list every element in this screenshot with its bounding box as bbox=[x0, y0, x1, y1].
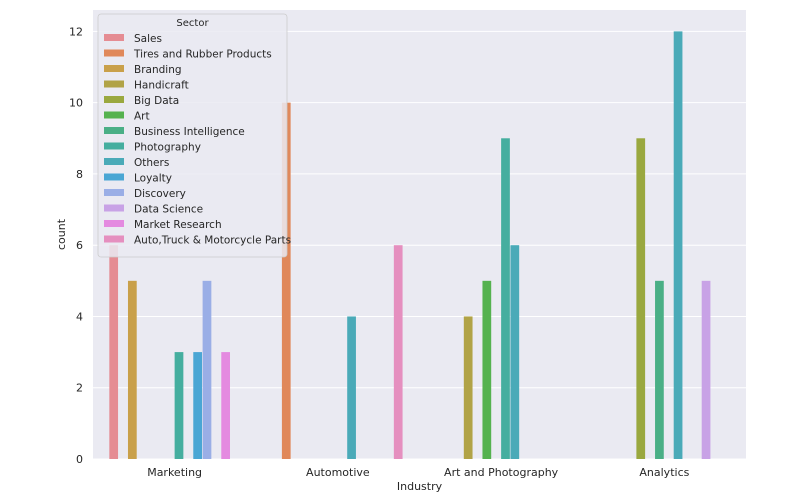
legend-title: Sector bbox=[176, 18, 209, 29]
legend-swatch bbox=[104, 80, 124, 88]
legend-swatch bbox=[104, 220, 124, 227]
bar bbox=[174, 352, 184, 459]
legend-label: Business Intelligence bbox=[134, 126, 245, 138]
legend-swatch bbox=[104, 127, 124, 134]
y-tick-label: 12 bbox=[69, 25, 83, 38]
legend: Sector Sales Tires and Rubber Products Bra… bbox=[97, 13, 291, 258]
legend-swatch bbox=[104, 173, 124, 181]
legend-label: Art bbox=[134, 111, 150, 123]
legend-swatch bbox=[104, 158, 124, 165]
legend-label: Tires and Rubber Products bbox=[133, 49, 272, 61]
bar bbox=[655, 280, 664, 459]
y-tick-label: 2 bbox=[76, 382, 83, 395]
y-axis-ticks: 0 2 4 6 8 10 12 bbox=[69, 25, 83, 466]
bars bbox=[109, 31, 711, 460]
bar bbox=[510, 245, 520, 459]
legend-box bbox=[97, 13, 288, 258]
legend-label: Discovery bbox=[134, 188, 186, 200]
y-tick-label: 8 bbox=[76, 168, 83, 181]
legend-swatch bbox=[104, 142, 124, 150]
legend-swatch bbox=[104, 65, 124, 72]
bar bbox=[701, 280, 711, 459]
bar bbox=[636, 138, 646, 460]
legend-label: Sales bbox=[134, 33, 162, 45]
y-tick-label: 10 bbox=[69, 97, 83, 110]
bar bbox=[393, 245, 403, 459]
y-tick-label: 6 bbox=[76, 239, 83, 252]
bar bbox=[347, 316, 356, 459]
bar bbox=[127, 280, 137, 459]
legend-swatch bbox=[104, 96, 124, 103]
y-tick-label: 4 bbox=[76, 310, 83, 323]
bar bbox=[281, 102, 291, 460]
bar bbox=[501, 138, 510, 460]
legend-label: Market Research bbox=[134, 219, 222, 231]
legend-swatch bbox=[104, 189, 124, 196]
bar bbox=[109, 245, 119, 459]
legend-label: Branding bbox=[134, 64, 182, 76]
y-axis-label: count bbox=[55, 218, 68, 250]
y-tick-label: 0 bbox=[76, 453, 83, 466]
x-axis-ticks: Marketing Automotive Art and Photography An… bbox=[147, 466, 689, 479]
bar bbox=[202, 280, 212, 459]
bar bbox=[482, 280, 492, 459]
bar bbox=[221, 352, 230, 459]
x-tick-label: Automotive bbox=[306, 466, 370, 479]
legend-label: Auto,Truck & Motorcycle Parts bbox=[134, 235, 291, 247]
x-tick-label: Art and Photography bbox=[444, 466, 559, 479]
legend-label: Data Science bbox=[134, 204, 203, 216]
legend-label: Loyalty bbox=[134, 173, 172, 185]
legend-swatch bbox=[104, 49, 124, 57]
x-axis-label: Industry bbox=[397, 480, 443, 493]
legend-label: Photography bbox=[134, 142, 201, 154]
x-tick-label: Analytics bbox=[639, 466, 689, 479]
legend-swatch bbox=[104, 204, 124, 212]
legend-swatch bbox=[104, 34, 124, 41]
legend-label: Others bbox=[134, 157, 169, 169]
bar bbox=[193, 352, 203, 459]
legend-label: Big Data bbox=[134, 95, 179, 107]
bar bbox=[463, 316, 473, 459]
bar bbox=[673, 31, 683, 460]
legend-swatch bbox=[104, 111, 124, 119]
legend-swatch bbox=[104, 235, 124, 243]
x-tick-label: Marketing bbox=[147, 466, 202, 479]
legend-label: Handicraft bbox=[134, 80, 189, 92]
